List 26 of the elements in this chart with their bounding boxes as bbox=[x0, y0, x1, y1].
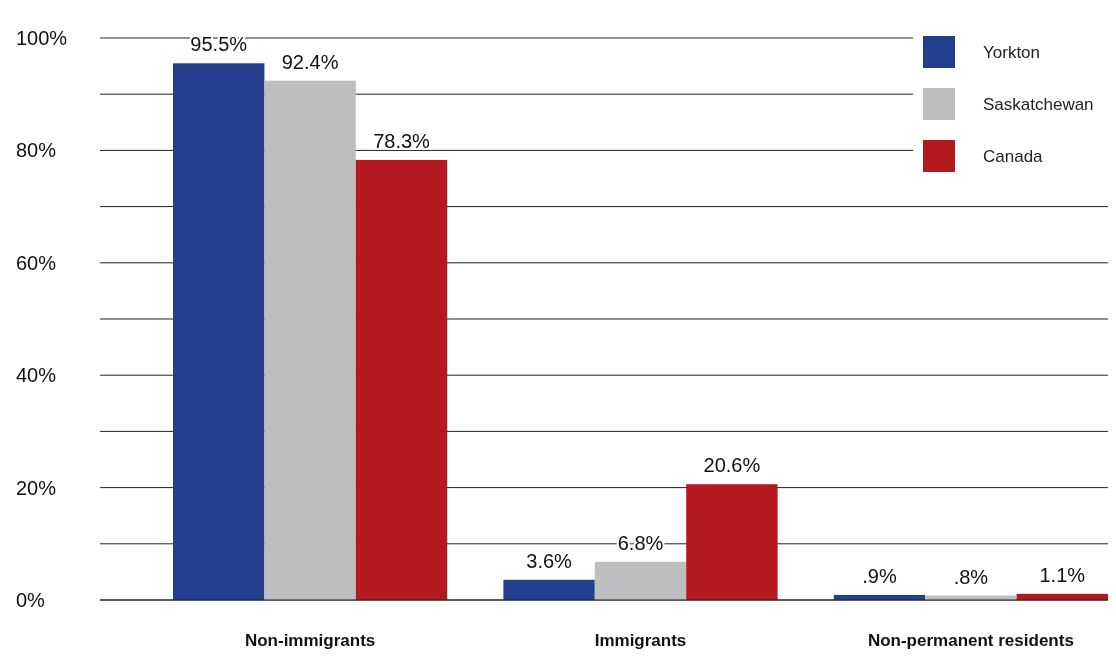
y-tick-label: 80% bbox=[16, 139, 57, 162]
y-tick-label: 60% bbox=[16, 251, 57, 274]
x-tick-label: Non-permanent residents bbox=[867, 631, 1074, 650]
y-tick-label: 40% bbox=[16, 364, 57, 387]
legend-label: Yorkton bbox=[983, 43, 1041, 62]
legend-label: Saskatchewan bbox=[983, 95, 1094, 114]
legend-label: Canada bbox=[983, 147, 1044, 166]
y-tick-label: 100% bbox=[16, 27, 68, 49]
x-tick-label: Non-immigrants bbox=[244, 631, 376, 650]
data-label: 1.1% bbox=[1039, 563, 1086, 586]
bar bbox=[503, 579, 595, 600]
data-label: 78.3% bbox=[373, 129, 431, 152]
data-label: .9% bbox=[862, 564, 897, 587]
data-label: 92.4% bbox=[281, 50, 339, 73]
bar bbox=[686, 484, 778, 600]
x-tick-label: Immigrants bbox=[594, 631, 687, 650]
bar bbox=[264, 80, 356, 600]
data-label: 3.6% bbox=[526, 549, 573, 572]
data-label: .8% bbox=[953, 565, 989, 588]
data-label: 20.6% bbox=[703, 454, 761, 477]
y-tick-label: 20% bbox=[16, 476, 57, 499]
y-tick-label: 0% bbox=[16, 589, 46, 611]
bar bbox=[594, 561, 687, 600]
bar bbox=[355, 159, 448, 600]
data-label: 95.5% bbox=[190, 33, 248, 56]
bar bbox=[173, 63, 265, 600]
